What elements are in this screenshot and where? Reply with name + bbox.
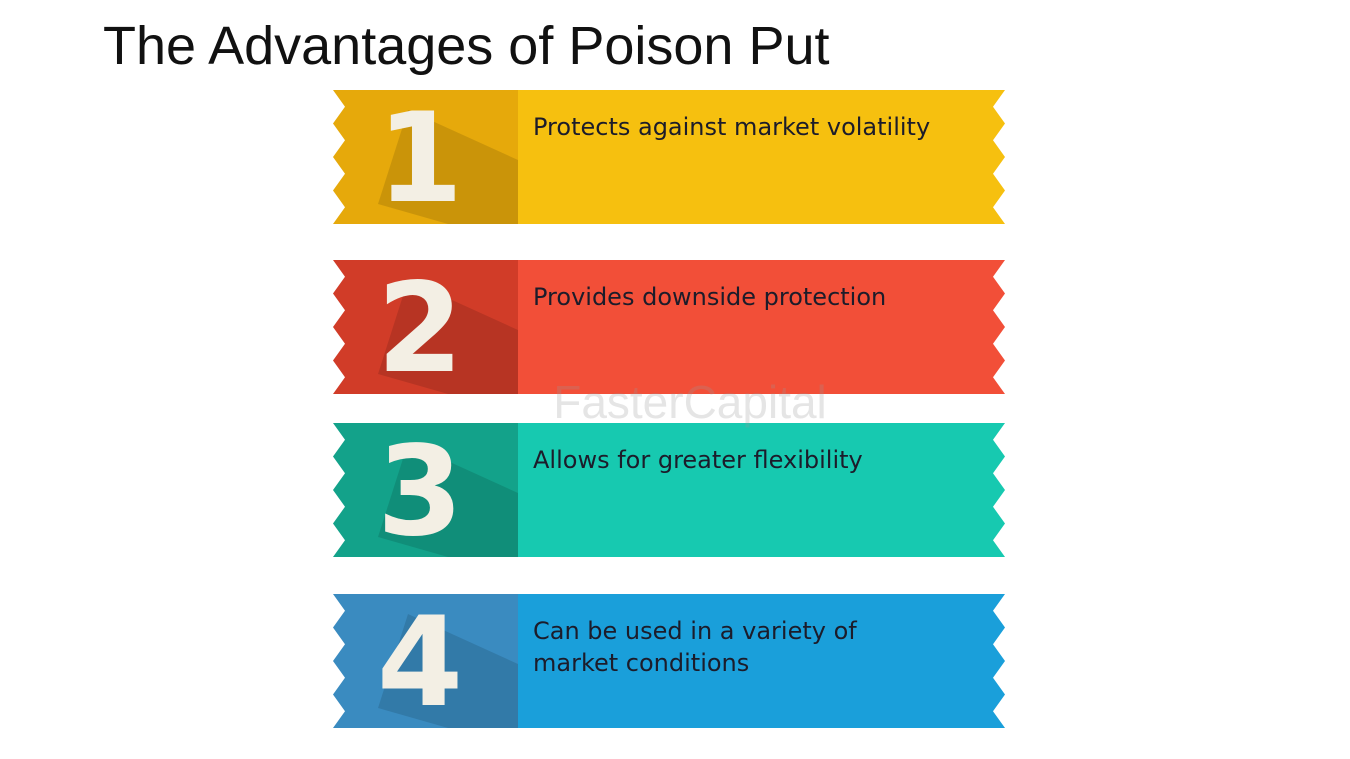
item-text: market conditions (533, 649, 749, 677)
item-number: 1 (377, 87, 463, 231)
item-number: 3 (377, 420, 463, 564)
ribbon-number-panel (333, 594, 518, 728)
number-shadow (378, 110, 518, 224)
number-shadow (378, 280, 518, 394)
item-number: 2 (377, 257, 463, 401)
number-shadow (378, 614, 518, 728)
slide-title: The Advantages of Poison Put (103, 16, 830, 76)
item-number: 4 (377, 591, 463, 735)
item-text: Can be used in a variety of (533, 617, 857, 645)
item-text: Protects against market volatility (533, 113, 930, 141)
ribbon-number-panel (333, 260, 518, 394)
ribbon-body (518, 423, 1005, 557)
ribbon-body (518, 90, 1005, 224)
ribbon-number-panel (333, 90, 518, 224)
item-text: Provides downside protection (533, 283, 886, 311)
ribbon-body (518, 260, 1005, 394)
ribbon-body (518, 594, 1005, 728)
ribbon-number-panel (333, 423, 518, 557)
watermark: FasterCapital (553, 376, 827, 428)
item-text: Allows for greater flexibility (533, 446, 863, 474)
number-shadow (378, 443, 518, 557)
